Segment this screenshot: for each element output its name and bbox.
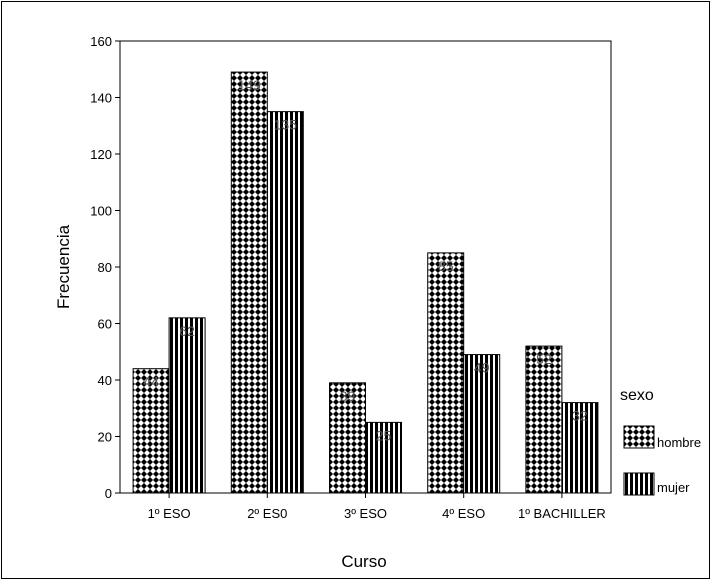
y-tick-label: 100 bbox=[90, 204, 112, 219]
bar-mujer bbox=[365, 421, 402, 494]
legend-title: sexo bbox=[620, 387, 654, 404]
bar-value-label: 149 bbox=[238, 77, 262, 93]
bar-value-label: 25 bbox=[376, 427, 392, 443]
y-tick-label: 40 bbox=[98, 373, 112, 388]
y-axis-title: Frecuencia bbox=[54, 224, 73, 309]
bar-mujer bbox=[168, 317, 206, 494]
legend-swatch-mujer bbox=[623, 472, 655, 496]
bar-value-label: 44 bbox=[143, 374, 159, 390]
bar-value-label: 62 bbox=[179, 323, 195, 339]
bar-value-label: 49 bbox=[474, 360, 490, 376]
bar-mujer bbox=[463, 354, 501, 494]
y-tick-label: 0 bbox=[105, 486, 112, 501]
bar-hombre bbox=[525, 345, 563, 494]
y-tick-label: 140 bbox=[90, 91, 112, 106]
x-tick-label: 1º BACHILLER bbox=[518, 506, 606, 521]
legend-label-mujer: mujer bbox=[657, 480, 690, 495]
bar-value-label: 135 bbox=[274, 117, 298, 133]
bar-hombre bbox=[132, 368, 170, 494]
x-tick-label: 1º ESO bbox=[148, 506, 191, 521]
bar-mujer bbox=[266, 111, 304, 494]
legend-label-hombre: hombre bbox=[657, 435, 701, 450]
bar-hombre bbox=[230, 71, 268, 494]
y-tick-label: 80 bbox=[98, 260, 112, 275]
y-tick-label: 120 bbox=[90, 147, 112, 162]
x-tick-label: 2º ES0 bbox=[247, 506, 287, 521]
x-tick-label: 4º ESO bbox=[442, 506, 485, 521]
bar-value-label: 39 bbox=[340, 388, 356, 404]
bar-mujer bbox=[561, 402, 599, 494]
bar-value-label: 52 bbox=[536, 351, 552, 367]
x-axis-ticks: 1º ESO 2º ES0 3º ESO 4º ESO 1º BACHILLER bbox=[148, 493, 606, 521]
legend: sexo hombre mujer bbox=[620, 387, 701, 496]
y-axis-ticks: 0 20 40 60 80 100 120 140 160 bbox=[90, 34, 120, 501]
y-tick-label: 60 bbox=[98, 317, 112, 332]
y-tick-label: 160 bbox=[90, 34, 112, 49]
bar-hombre bbox=[427, 252, 465, 494]
bars-group: 44 62 149 135 39 25 85 49 52 32 bbox=[132, 71, 599, 494]
legend-swatch-hombre bbox=[623, 425, 655, 449]
y-tick-label: 20 bbox=[98, 430, 112, 445]
x-tick-label: 3º ESO bbox=[344, 506, 387, 521]
bar-value-label: 85 bbox=[438, 258, 454, 274]
x-axis-title: Curso bbox=[341, 552, 386, 571]
bar-value-label: 32 bbox=[572, 408, 588, 424]
bar-hombre bbox=[329, 382, 366, 494]
